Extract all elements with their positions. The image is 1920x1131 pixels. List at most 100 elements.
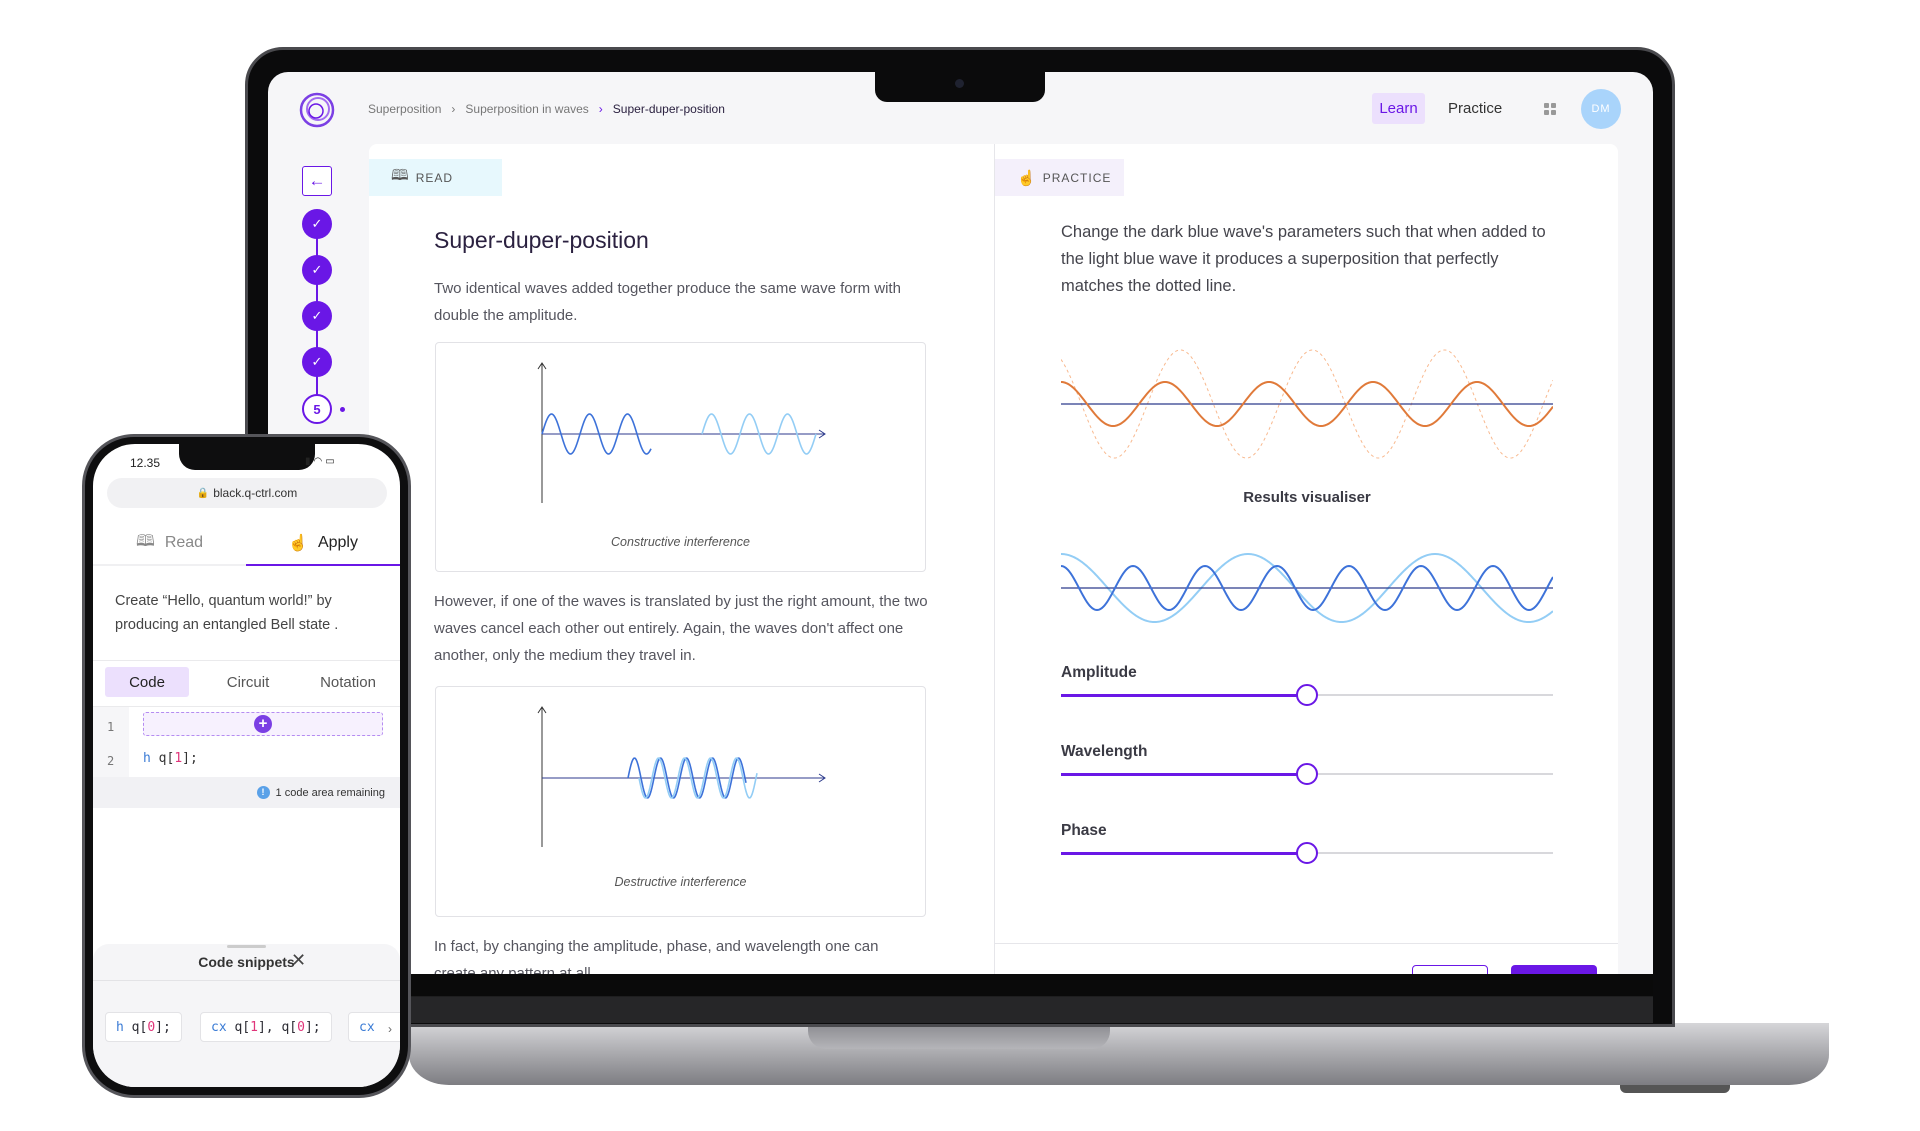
remaining-text: 1 code area remaining [275,786,385,799]
phase-slider[interactable] [1061,842,1553,864]
panel-divider [994,144,995,974]
step-current[interactable]: 5 [302,394,332,424]
snippet-chip[interactable]: h q[0]; [105,1012,182,1042]
lock-icon: 🔒 [196,487,210,499]
wave-dark [627,757,747,799]
figure-caption: Constructive interference [611,535,750,549]
step-completed[interactable]: ✓ [302,209,332,239]
light-blue-wave [1061,552,1553,623]
practice-nav-button[interactable]: Practice [1448,100,1503,117]
slider-thumb[interactable] [1296,684,1318,706]
divider [93,980,400,981]
tab-label: Apply [317,534,358,551]
avatar[interactable]: DM [1581,89,1621,129]
slider-label: Phase [1061,822,1107,839]
constructive-interference-diagram [537,362,826,503]
laptop-screen: Superposition › Superposition in waves ›… [268,72,1653,974]
target-wave-plot [1061,349,1553,459]
logo-icon[interactable] [298,91,336,129]
status-icons: ▮◠▭ [305,456,338,467]
slider-label: Amplitude [1061,664,1137,681]
snippets-title: Code snippets [198,954,295,970]
circuit-tab[interactable]: Circuit [226,673,270,691]
step-completed[interactable]: ✓ [302,255,332,285]
secondary-button[interactable] [1412,965,1488,974]
primary-button[interactable] [1511,965,1597,974]
laptop-chin [268,974,1653,1023]
breadcrumb: Superposition › Superposition in waves ›… [368,102,725,116]
code-line[interactable]: h q[1]; [143,751,198,766]
phone-tab-read[interactable]: 🕮 Read [93,522,246,564]
wifi-icon: ◠ [313,456,326,467]
read-tab[interactable]: 🕮 READ [369,159,502,196]
signal-icon: ▮ [305,456,314,467]
line-gutter [93,707,129,777]
step-completed[interactable]: ✓ [302,347,332,377]
slider-thumb[interactable] [1296,842,1318,864]
apps-grid-icon[interactable] [1544,103,1556,115]
read-paragraph-1: Two identical waves added together produ… [434,280,901,324]
y-axis-arrow [537,706,547,714]
hand-pointer-icon: ☝ [1017,169,1037,187]
footer-divider [995,943,1618,944]
destructive-interference-diagram [537,706,826,847]
results-wave-plot [1061,552,1553,623]
notation-tab[interactable]: Notation [320,673,376,691]
sheet-handle[interactable] [227,945,266,948]
amplitude-slider[interactable] [1061,684,1553,706]
practice-tab[interactable]: ☝ PRACTICE [995,159,1124,196]
x-axis-arrow [818,429,826,439]
book-icon: 🕮 [391,167,410,184]
dark-blue-wave [1061,564,1553,612]
chevron-right-icon: › [451,102,456,116]
snippet-chip[interactable]: cx [348,1012,400,1042]
url-bar[interactable]: 🔒 black.q-ctrl.com [107,478,387,508]
tab-label: Read [164,534,204,551]
wave-light [701,413,817,455]
x-axis-arrow [818,773,826,783]
read-paragraph-3: In fact, by changing the amplitude, phas… [434,938,879,974]
wave-light [638,757,758,799]
camera [955,79,964,88]
check-icon: ✓ [311,354,323,369]
step-completed[interactable]: ✓ [302,301,332,331]
figure-caption: Destructive interference [614,875,747,889]
destructive-figure: Destructive interference [435,686,926,917]
snippet-chip[interactable]: cx q[1], q[0]; [200,1012,332,1042]
close-icon[interactable]: ✕ [291,950,307,970]
code-tab[interactable]: Code [105,667,189,697]
url-text: black.q-ctrl.com [213,486,298,500]
back-button[interactable]: ← [302,166,332,196]
breadcrumb-item[interactable]: Superposition in waves [465,102,589,116]
slider-fill [1061,772,1307,776]
hand-pointer-icon: ☝ [288,535,308,552]
slider-fill [1061,693,1307,697]
read-tab-label: READ [415,170,454,185]
page-title: Super-duper-position [434,227,649,253]
add-icon[interactable]: + [254,715,272,733]
wavelength-slider[interactable] [1061,763,1553,785]
practice-tab-label: PRACTICE [1042,170,1112,185]
remaining-notice: ! 1 code area remaining [93,777,400,808]
phone-notch [179,444,315,470]
check-icon: ✓ [311,308,323,323]
check-icon: ✓ [311,262,323,277]
result-wave [1061,380,1553,428]
info-icon: ! [256,786,270,799]
chevron-right-icon[interactable]: › [388,1022,392,1036]
learn-button[interactable]: Learn [1372,93,1425,124]
laptop-base [409,1023,1829,1085]
laptop-foot [1620,1085,1730,1093]
line-number: 1 [107,720,115,734]
code-drop-area[interactable]: + [143,712,383,736]
breadcrumb-current: Super-duper-position [612,102,725,116]
book-icon: 🕮 [135,532,155,550]
slider-thumb[interactable] [1296,763,1318,785]
breadcrumb-item[interactable]: Superposition [368,102,442,116]
phone-tab-apply[interactable]: ☝ Apply [246,522,400,566]
check-icon: ✓ [311,216,323,231]
divider [93,660,400,661]
wave-dark [541,413,652,455]
slider-fill [1061,851,1307,855]
chevron-right-icon: › [598,102,603,116]
